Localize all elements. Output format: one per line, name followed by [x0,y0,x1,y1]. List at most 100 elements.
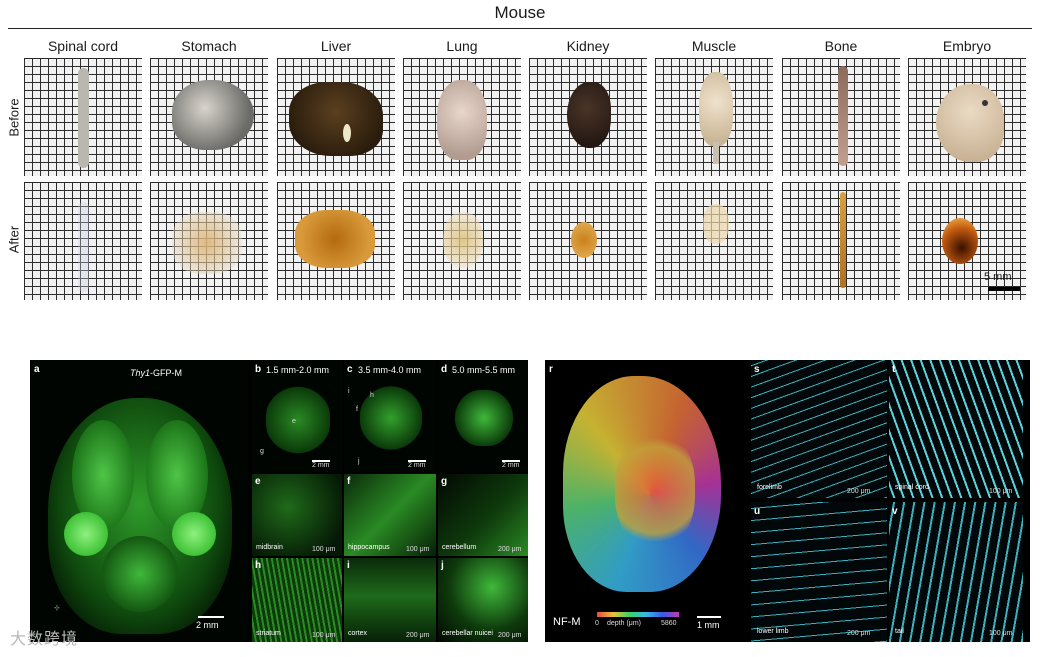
panel-t-spinal-cord: t spinal cord 100 μm [889,360,1023,498]
tile-after-lung [403,182,521,300]
panel-c-slice: c 3.5 mm-4.0 mm i h f j 2 mm [344,360,436,472]
scale-bar-label-top: 5 mm [984,271,1012,283]
panel-a-scale-label: 2 mm [196,620,219,630]
panel-b-depth: 1.5 mm-2.0 mm [266,365,330,375]
panel-f-hippocampus: f hippocampus 100 μm [344,474,436,556]
panel-d-scale-bar [502,460,520,462]
tile-before-bone [782,58,900,176]
panel-s-caption: forelimb [757,484,782,491]
panel-b-label: b [255,364,262,375]
panel-j-label: j [441,560,444,571]
panel-u-caption: lower limb [757,628,789,635]
tile-after-bone [782,182,900,300]
panel-i-cortex: i cortex 200 μm [344,558,436,642]
panel-b-slice: b 1.5 mm-2.0 mm e g 2 mm [252,360,342,472]
col-label-spinal-cord: Spinal cord [47,38,119,54]
panel-c-scale-label: 2 mm [408,462,426,469]
panel-s-scale: 200 μm [847,488,871,495]
panel-c-inset-f: f [356,406,358,413]
tile-before-stomach [150,58,268,176]
panel-t-caption: spinal cord [895,484,929,491]
title-rule [8,28,1032,29]
tile-after-liver [277,182,395,300]
panel-embryo-nfm: r NF-M 0 depth (μm) 5860 1 mm s forelimb… [545,360,1030,642]
panel-j-caption: cerebellar nuicei [442,630,493,637]
panel-a-brain: a Thy1-GFP-M 2 mm ⊹ [30,360,248,642]
tile-before-muscle [655,58,773,176]
panel-r-label: r [549,364,553,375]
panel-d-scale-label: 2 mm [502,462,520,469]
panel-b-inset-g: g [260,448,264,455]
panel-t-scale: 100 μm [989,488,1013,495]
col-label-embryo: Embryo [942,38,992,54]
panel-c-inset-j: j [358,458,360,465]
panel-b-inset-e: e [292,418,296,425]
depth-label: depth (μm) [607,620,641,627]
panel-c-label: c [347,364,353,375]
panel-g-caption: cerebellum [442,544,477,551]
tile-after-stomach [150,182,268,300]
panel-j-scale: 200 μm [498,632,522,639]
panel-e-scale: 100 μm [312,546,336,553]
scale-bar-top [988,287,1020,291]
panel-f-scale: 100 μm [406,546,430,553]
panel-r-scale-bar [697,616,721,618]
panel-e-label: e [255,476,261,487]
panel-h-caption: striatum [256,630,281,637]
panel-i-label: i [347,560,350,571]
tile-before-lung [403,58,521,176]
panel-b-scale-label: 2 mm [312,462,330,469]
figure-title: Mouse [494,3,546,22]
depth-max: 5860 [661,620,677,627]
panel-r-marker: NF-M [553,616,581,628]
panel-c-depth: 3.5 mm-4.0 mm [358,365,422,375]
panel-a-label: a [34,364,40,375]
tile-after-embryo [908,182,1026,300]
panel-g-label: g [441,476,448,487]
tile-after-spinal-cord [24,182,142,300]
col-label-lung: Lung [446,38,478,54]
tile-before-liver [277,58,395,176]
panel-a-title: Thy1-GFP-M [130,368,183,378]
panel-d-depth: 5.0 mm-5.5 mm [452,365,516,375]
panel-r-embryo: r NF-M 0 depth (μm) 5860 1 mm [545,360,749,642]
panel-d-label: d [441,364,448,375]
panel-u-scale: 200 μm [847,630,871,637]
panel-i-caption: cortex [348,630,368,637]
panel-v-caption: tail [895,628,904,635]
panel-a-scale-bar [198,616,224,618]
col-label-liver: Liver [320,38,352,54]
panel-e-midbrain: e midbrain 100 μm [252,474,342,556]
panel-brain-gfp: a Thy1-GFP-M 2 mm ⊹ b 1.5 mm-2.0 mm e g … [30,360,528,642]
col-label-bone: Bone [824,38,858,54]
panel-f-caption: hippocampus [348,544,390,551]
depth-colorbar [597,612,679,617]
tile-before-embryo [908,58,1026,176]
panel-d-slice: d 5.0 mm-5.5 mm 2 mm [438,360,528,472]
panel-s-label: s [754,364,760,375]
col-label-stomach: Stomach [181,38,237,54]
panel-c-inset-i: i [348,388,350,395]
row-label-after: After [6,225,22,254]
panel-u-label: u [754,506,761,517]
panel-u-lower-limb: u lower limb 200 μm [751,502,887,642]
panel-v-scale: 100 μm [989,630,1013,637]
panel-i-scale: 200 μm [406,632,430,639]
watermark-text: 大数跨境 [10,631,79,648]
panel-h-label: h [255,560,262,571]
panel-j-cerebellar-nuclei: j cerebellar nuicei 200 μm [438,558,528,642]
row-label-before: Before [6,98,22,137]
col-label-muscle: Muscle [691,38,737,54]
tile-before-spinal-cord [24,58,142,176]
tile-after-kidney [529,182,647,300]
panel-v-tail: v tail 100 μm [889,502,1023,642]
panel-t-label: t [892,364,896,375]
panel-v-label: v [892,506,898,517]
panel-r-scale-label: 1 mm [697,620,720,630]
panel-e-caption: midbrain [256,544,283,551]
panel-f-label: f [347,476,351,487]
panel-g-scale: 200 μm [498,546,522,553]
axis-glyph: ⊹ [54,605,60,612]
panel-c-scale-bar [408,460,426,462]
panel-b-scale-bar [312,460,330,462]
